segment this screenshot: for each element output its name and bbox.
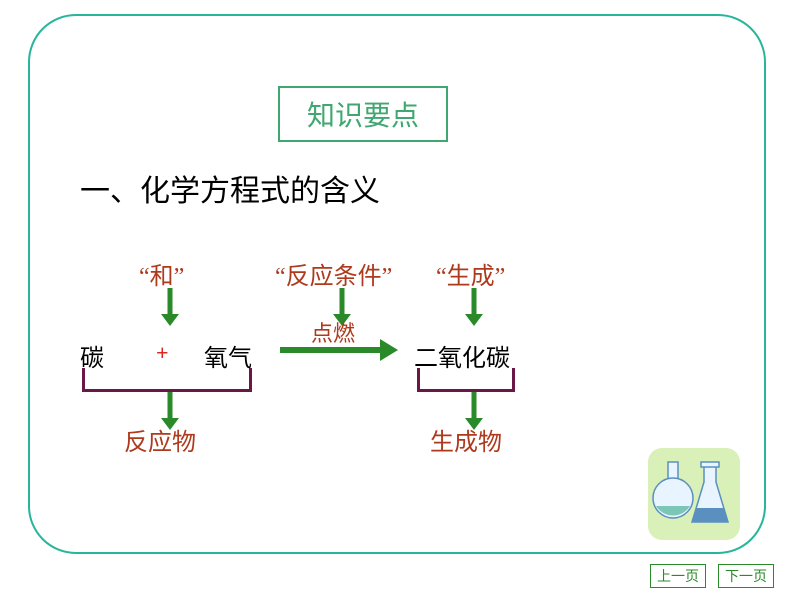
plus-sign: + xyxy=(156,340,169,366)
label-reactant: 反应物 xyxy=(124,422,196,457)
bracket-reactant xyxy=(82,368,252,392)
prev-button[interactable]: 上一页 xyxy=(650,564,706,588)
arrow-and xyxy=(161,288,179,326)
next-label: 下一页 xyxy=(725,570,767,585)
label-product: 生成物 xyxy=(430,422,502,457)
flask-icon xyxy=(648,448,740,540)
bracket-product xyxy=(417,368,515,392)
label-produce: “生成” xyxy=(436,256,505,291)
next-button[interactable]: 下一页 xyxy=(718,564,774,588)
arrow-produce xyxy=(465,288,483,326)
title-text: 知识要点 xyxy=(307,101,419,132)
label-condition: “反应条件” xyxy=(275,256,392,291)
reaction-arrow xyxy=(280,339,398,361)
prev-label: 上一页 xyxy=(657,570,699,585)
title-box: 知识要点 xyxy=(278,86,448,142)
section-heading: 一、化学方程式的含义 xyxy=(80,166,380,210)
label-and: “和” xyxy=(139,256,184,291)
